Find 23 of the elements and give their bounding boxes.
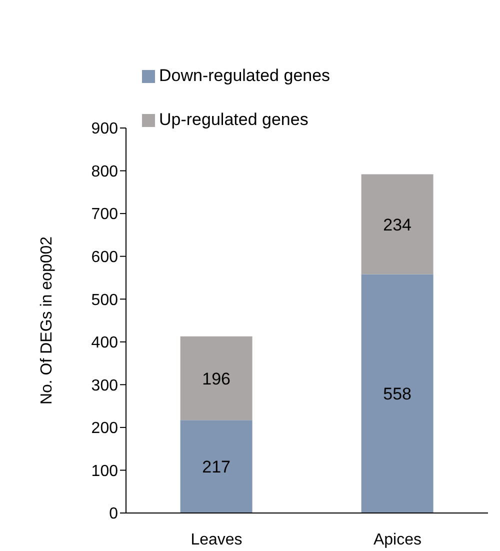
legend-label: Down-regulated genes <box>159 66 330 85</box>
y-tick-label: 400 <box>91 334 118 352</box>
y-tick-label: 900 <box>91 120 118 138</box>
y-tick-label: 100 <box>91 462 118 480</box>
y-tick-label: 200 <box>91 420 118 438</box>
data-label: 558 <box>383 384 412 404</box>
y-tick-label: 600 <box>91 249 118 266</box>
y-tick-label: 800 <box>91 163 118 180</box>
x-tick-label: Apices <box>373 531 422 548</box>
data-label: 217 <box>202 458 230 477</box>
bar <box>361 274 434 513</box>
bar <box>180 420 252 513</box>
y-tick-label: 0 <box>109 506 118 523</box>
bar <box>180 336 252 420</box>
data-label: 196 <box>202 369 230 388</box>
y-tick-label: 500 <box>91 292 118 309</box>
y-tick-label: 700 <box>91 206 118 224</box>
legend-label: Up-regulated genes <box>159 110 308 129</box>
x-tick-label: Leaves <box>190 531 242 548</box>
data-label: 234 <box>383 215 412 234</box>
bar <box>361 174 434 274</box>
y-axis-title: No. Of DEGs in eop002 <box>38 236 56 405</box>
y-tick-label: 300 <box>91 377 118 394</box>
